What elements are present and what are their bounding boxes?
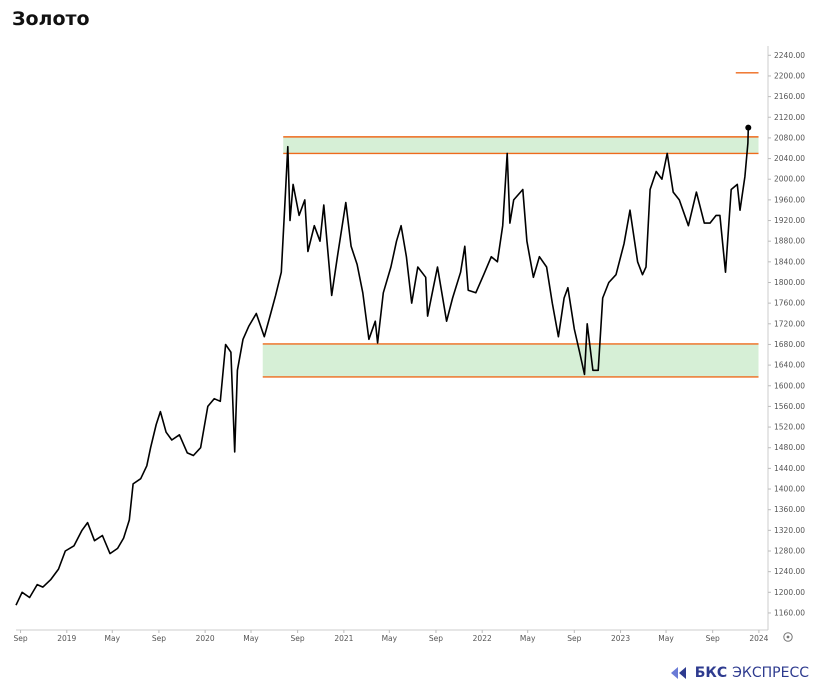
x-tick-label: 2020 [196,634,215,643]
y-tick-label: 1880.00 [774,237,805,246]
y-tick-label: 1600.00 [774,381,805,390]
y-tick-label: 1160.00 [774,608,805,617]
x-tick-label: Sep [429,634,443,643]
x-axis: Sep 2019 May Sep 2020 May Sep 2021 May Sep 2022 May… [13,629,769,643]
y-tick-label: 1920.00 [774,216,805,225]
y-tick-label: 2000.00 [774,175,805,184]
y-tick-label: 2040.00 [774,154,805,163]
y-tick-label: 1840.00 [774,257,805,266]
y-tick-label: 1280.00 [774,546,805,555]
last-price-marker [745,124,752,131]
y-tick-label: 1200.00 [774,588,805,597]
y-tick-label: 1520.00 [774,423,805,432]
y-tick-label: 2080.00 [774,133,805,142]
y-tick-label: 1800.00 [774,278,805,287]
x-tick-label: 2019 [57,634,76,643]
x-tick-label: May [105,634,121,643]
y-tick-label: 1480.00 [774,443,805,452]
settings-gear-icon[interactable] [783,632,793,642]
y-tick-label: 2120.00 [774,113,805,122]
y-tick-label: 1720.00 [774,319,805,328]
y-tick-label: 1440.00 [774,464,805,473]
y-axis: 1160.00 1200.00 1240.00 1280.00 1320.00 1360.… [767,46,805,630]
zones-layer [262,72,759,378]
y-tick-label: 1360.00 [774,505,805,514]
x-tick-label: May [382,634,398,643]
y-tick-label: 1560.00 [774,402,805,411]
brand-logo: БКС ЭКСПРЕСС [670,665,809,681]
x-tick-label: Sep [13,634,27,643]
x-tick-label: Sep [291,634,305,643]
y-tick-label: 1400.00 [774,485,805,494]
y-tick-label: 2200.00 [774,71,805,80]
x-tick-label: Sep [152,634,166,643]
x-tick-label: May [243,634,259,643]
resistance-zone [283,136,759,154]
gold-price-line [15,127,750,606]
x-tick-label: 2022 [473,634,492,643]
brand-suffix: ЭКСПРЕСС [732,665,809,681]
y-tick-label: 2240.00 [774,51,805,60]
x-tick-label: May [520,634,536,643]
x-tick-label: Sep [706,634,720,643]
y-tick-label: 1960.00 [774,195,805,204]
y-tick-label: 1240.00 [774,567,805,576]
x-tick-label: 2023 [611,634,630,643]
y-tick-label: 2160.00 [774,92,805,101]
y-tick-label: 1320.00 [774,526,805,535]
bks-logo-icon [670,667,686,679]
x-tick-label: Sep [567,634,581,643]
x-tick-label: May [658,634,674,643]
brand-name: БКС [694,665,728,681]
price-line-layer [15,124,752,606]
chart-title: Золото [12,8,90,30]
y-tick-label: 1680.00 [774,340,805,349]
support-zone [262,343,759,377]
y-tick-label: 1760.00 [774,299,805,308]
y-tick-label: 1640.00 [774,361,805,370]
x-tick-label: 2021 [334,634,353,643]
x-tick-label: 2024 [749,634,768,643]
